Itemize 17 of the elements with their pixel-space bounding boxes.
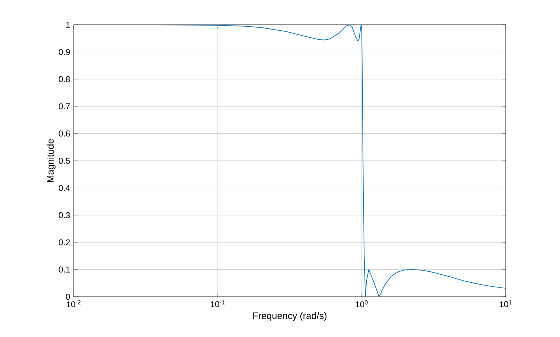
x-tick-label: 10$^{0}$: [356, 300, 368, 308]
y-tick-label: 0: [66, 294, 70, 300]
x-tick-label: 10$^{-1}$: [211, 300, 225, 308]
y-tick-label: 0.2: [59, 240, 70, 246]
y-tick-label: 0.3: [59, 212, 70, 218]
y-tick-label: 0.4: [59, 185, 70, 192]
y-tick-label: 0.8: [59, 76, 70, 82]
x-axis-title: Frequency (rad/s): [253, 312, 327, 322]
x-tick-label: 10$^{1}$: [500, 300, 512, 308]
y-tick-label: 0.1: [59, 266, 70, 273]
y-tick-label: 0.5: [59, 158, 70, 164]
x-tick-label: 10$^{-2}$: [67, 300, 81, 308]
y-tick-label: 0.9: [59, 49, 70, 56]
y-tick-label: 1: [66, 22, 70, 28]
y-axis-title: Magnitude: [47, 139, 56, 182]
y-tick-label: 0.7: [59, 104, 70, 110]
y-tick-label: 0.6: [59, 130, 70, 137]
